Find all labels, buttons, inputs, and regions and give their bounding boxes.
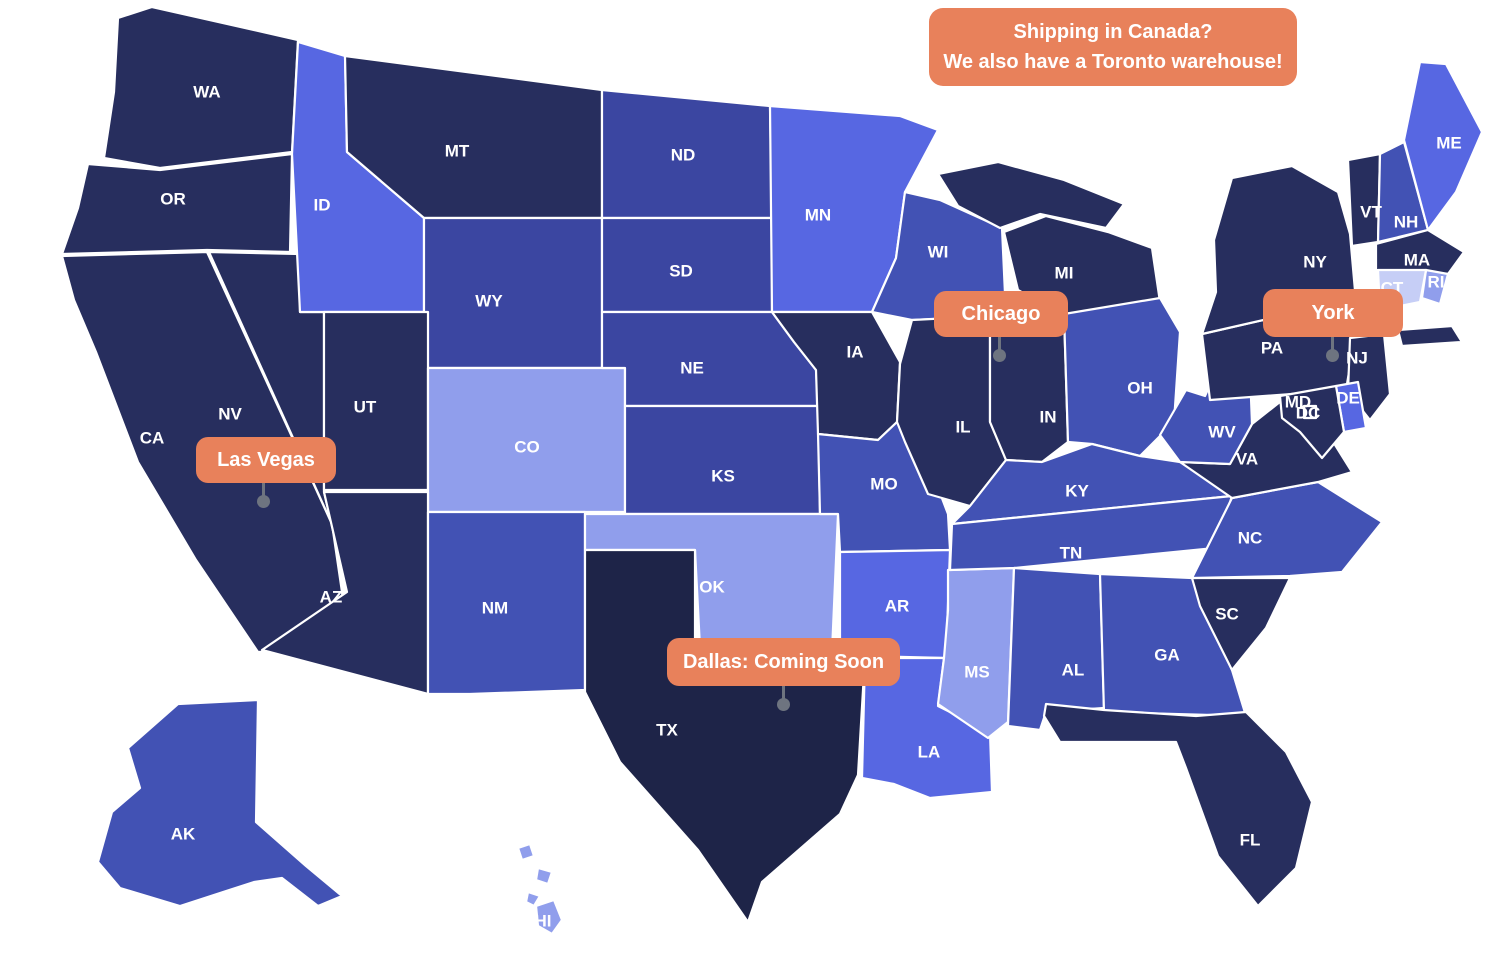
state-or[interactable] bbox=[60, 152, 294, 256]
state-ks[interactable] bbox=[623, 404, 822, 516]
state-md[interactable] bbox=[1278, 384, 1346, 460]
state-ak[interactable] bbox=[96, 698, 344, 908]
pin-york-icon bbox=[1325, 337, 1339, 362]
badge-york[interactable]: York bbox=[1263, 289, 1403, 337]
state-hi[interactable] bbox=[516, 842, 536, 862]
state-az[interactable] bbox=[260, 490, 430, 696]
state-hi[interactable] bbox=[534, 898, 564, 936]
state-ut[interactable] bbox=[322, 310, 430, 492]
state-nd[interactable] bbox=[600, 88, 774, 220]
state-dc[interactable] bbox=[1302, 404, 1318, 420]
state-sc[interactable] bbox=[1190, 576, 1292, 672]
banner-line1: Shipping in Canada? bbox=[1013, 21, 1213, 43]
state-hi[interactable] bbox=[534, 866, 554, 886]
canada-banner: Shipping in Canada? We also have a Toron… bbox=[929, 8, 1297, 86]
state-ny[interactable] bbox=[1396, 324, 1464, 348]
state-oh[interactable] bbox=[1062, 296, 1182, 458]
state-nm[interactable] bbox=[426, 510, 587, 696]
state-tn[interactable] bbox=[948, 494, 1234, 572]
badge-chicago[interactable]: Chicago bbox=[934, 291, 1068, 337]
pin-chicago-icon bbox=[992, 337, 1006, 362]
state-ms[interactable] bbox=[936, 566, 1016, 740]
state-wi[interactable] bbox=[870, 190, 1008, 322]
state-wa[interactable] bbox=[102, 5, 300, 170]
state-tx[interactable] bbox=[583, 548, 867, 924]
state-mi[interactable] bbox=[936, 160, 1126, 230]
pin-las-vegas-icon bbox=[256, 483, 270, 508]
pin-dallas-icon bbox=[776, 686, 790, 711]
state-fl[interactable] bbox=[1042, 702, 1314, 908]
state-vt[interactable] bbox=[1346, 152, 1382, 248]
state-ma[interactable] bbox=[1374, 228, 1466, 276]
state-sd[interactable] bbox=[600, 216, 774, 314]
banner-line2: We also have a Toronto warehouse! bbox=[943, 51, 1283, 73]
state-wy[interactable] bbox=[422, 216, 604, 370]
badge-las-vegas[interactable]: Las Vegas bbox=[196, 437, 336, 483]
state-ga[interactable] bbox=[1098, 572, 1248, 718]
state-hi[interactable] bbox=[524, 890, 542, 908]
state-co[interactable] bbox=[426, 366, 627, 514]
badge-dallas[interactable]: Dallas: Coming Soon bbox=[667, 638, 900, 686]
